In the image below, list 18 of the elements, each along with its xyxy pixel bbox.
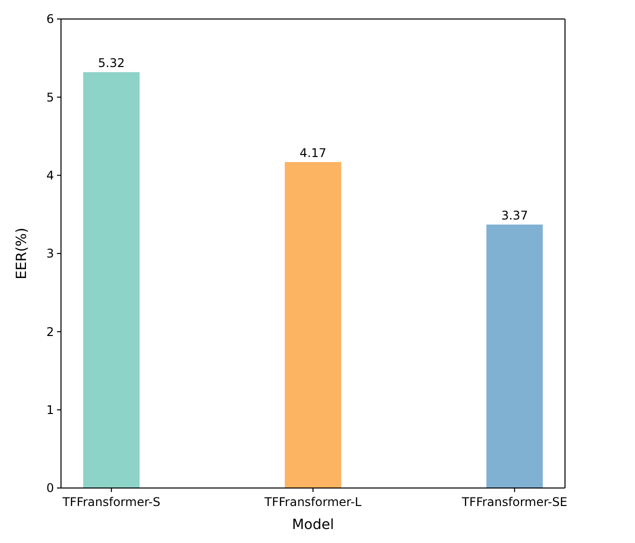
x-tick-label: TFFransformer-L	[264, 495, 362, 509]
data-label: 3.37	[501, 208, 528, 223]
y-axis-title: EER(%)	[14, 228, 30, 280]
bar	[83, 72, 140, 488]
x-tick-label: TFFransformer-SE	[460, 495, 568, 509]
x-tick-label: TFFransformer-S	[61, 495, 160, 509]
bar	[284, 162, 342, 488]
x-axis-title: Model	[292, 517, 334, 533]
y-tick-label: 5	[46, 90, 54, 104]
y-tick-label: 3	[46, 246, 54, 261]
y-tick-label: 0	[46, 481, 54, 496]
y-tick-label: 1	[46, 403, 54, 418]
data-label: 5.32	[98, 56, 125, 70]
y-tick-label: 2	[46, 324, 54, 339]
data-label: 4.17	[300, 146, 326, 160]
bar	[486, 224, 543, 488]
y-tick-label: 4	[46, 168, 54, 183]
y-tick-label: 6	[46, 12, 54, 26]
